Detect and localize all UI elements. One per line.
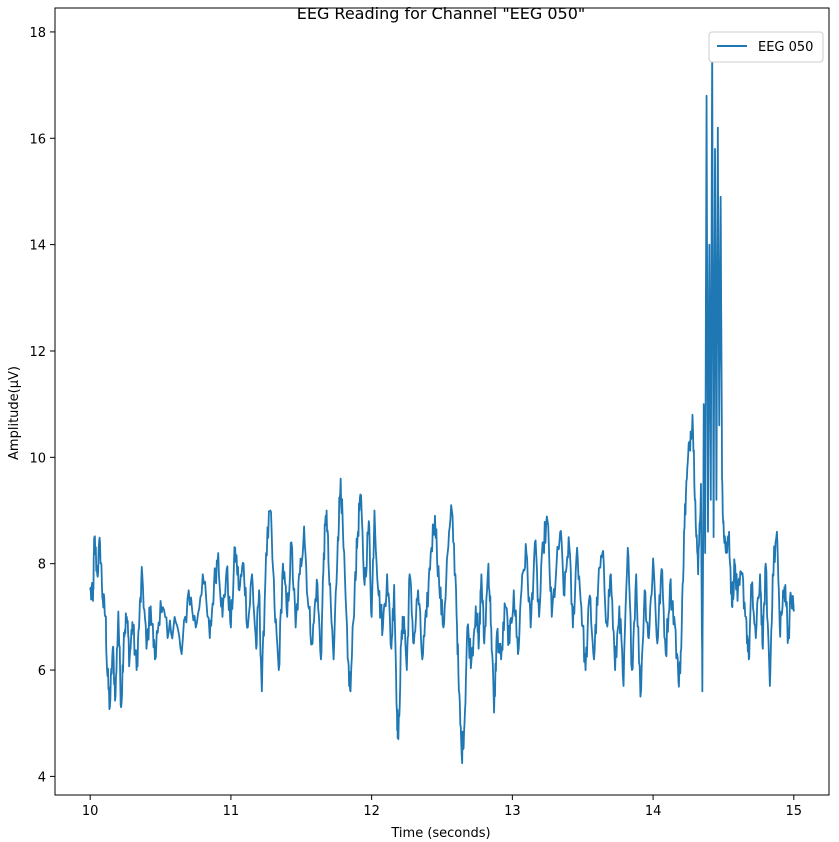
y-axis-label: Amplitude(µV) <box>7 366 22 460</box>
x-tick-label: 12 <box>363 804 380 819</box>
series-line-0 <box>89 46 795 765</box>
legend-series-label: EEG 050 <box>758 40 813 55</box>
y-tick-label: 4 <box>38 770 46 785</box>
plot-area <box>89 46 795 765</box>
plot-frame <box>54 7 830 796</box>
x-tick-label: 15 <box>786 804 803 819</box>
y-axis-ticks: 4 6 8 10 12 14 16 18 <box>29 26 55 785</box>
y-tick-label: 10 <box>29 451 46 466</box>
y-tick-label: 8 <box>38 558 46 573</box>
y-tick-label: 16 <box>29 132 46 147</box>
x-tick-label: 14 <box>645 804 662 819</box>
legend: EEG 050 <box>708 31 824 63</box>
y-tick-label: 6 <box>38 664 46 679</box>
x-tick-label: 10 <box>82 804 99 819</box>
legend-box <box>708 31 824 63</box>
x-tick-label: 11 <box>223 804 240 819</box>
x-axis-label: Time (seconds) <box>390 826 490 841</box>
y-tick-label: 14 <box>29 239 46 254</box>
y-tick-label: 12 <box>29 345 46 360</box>
y-tick-label: 18 <box>29 26 46 41</box>
x-axis-ticks: 10 11 12 13 14 15 <box>82 795 802 819</box>
x-tick-label: 13 <box>504 804 521 819</box>
chart-title: EEG Reading for Channel "EEG 050" <box>297 4 586 23</box>
